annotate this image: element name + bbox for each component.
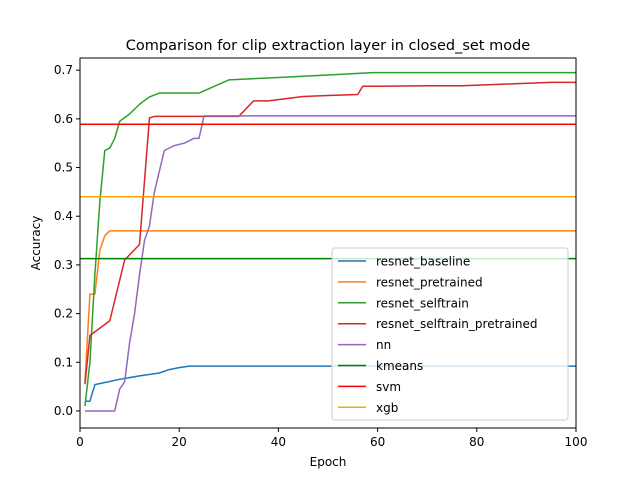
y-tick-label: 0.0 [54,404,73,418]
legend-label: nn [376,338,391,352]
series-line-resnet-selftrain [84,71,576,407]
x-tick-label: 60 [370,435,385,449]
legend-label: resnet_baseline [376,255,470,269]
y-tick-label: 0.4 [54,209,73,223]
series-line-resnet-selftrain-pretrained [84,81,576,385]
y-tick-label: 0.3 [54,258,73,272]
legend-label: svm [376,380,401,394]
x-tick-label: 100 [565,435,588,449]
y-tick-label: 0.1 [54,355,73,369]
y-tick-label: 0.5 [54,161,73,175]
series-line-resnet-pretrained [84,230,576,382]
legend-label: kmeans [376,359,423,373]
plot-frame [79,57,577,429]
y-tick-label: 0.2 [54,307,73,321]
series-layer [80,71,576,412]
x-tick-label: 20 [172,435,187,449]
y-axis-label: Accuracy [29,216,43,271]
y-tick-label: 0.7 [54,63,73,77]
legend: resnet_baseline resnet_pretrained resnet_s… [331,247,569,421]
x-axis-label: Epoch [310,455,347,469]
legend-box [331,247,569,421]
x-tick-label: 40 [271,435,286,449]
x-axis: 0 20 40 60 80 100 [76,428,587,449]
x-tick-label: 80 [469,435,484,449]
series-line-nn [84,115,576,412]
legend-label: resnet_selftrain_pretrained [376,317,538,331]
legend-label: xgb [376,401,398,415]
legend-label: resnet_selftrain [376,296,469,310]
x-tick-label: 0 [76,435,84,449]
y-axis: 0.0 0.1 0.2 0.3 0.4 0.5 0.6 0.7 [54,63,80,418]
chart-title: Comparison for clip extraction layer in … [126,38,531,54]
legend-label: resnet_pretrained [376,275,483,289]
y-tick-label: 0.6 [54,112,73,126]
